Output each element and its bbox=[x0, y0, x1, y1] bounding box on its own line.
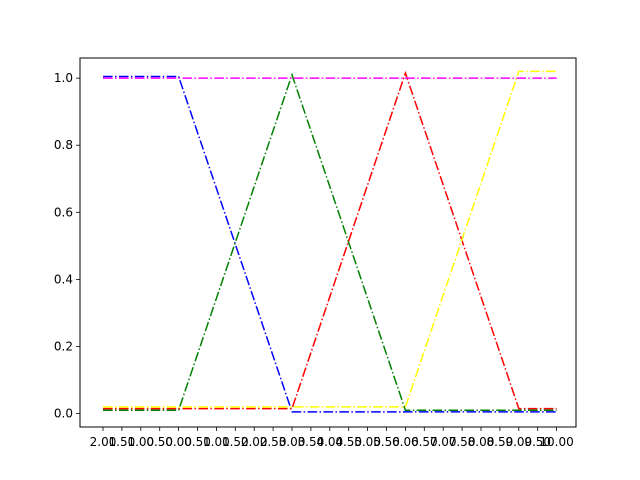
x-tick-label: 3.50 bbox=[298, 435, 325, 449]
series-line-2 bbox=[103, 72, 557, 411]
x-tick-label: 1.50 bbox=[109, 435, 136, 449]
x-tick-label: 8.50 bbox=[487, 435, 514, 449]
x-tick-label: 1.00 bbox=[127, 435, 154, 449]
x-tick-label: 9.50 bbox=[524, 435, 551, 449]
x-tick-label: 2.00 bbox=[241, 435, 268, 449]
y-tick-label: 1.0 bbox=[54, 71, 73, 85]
x-tick-label: 9.00 bbox=[505, 435, 532, 449]
plot-frame bbox=[79, 57, 577, 428]
x-tick-label: 2.00 bbox=[90, 435, 117, 449]
x-tick-label: 5.00 bbox=[354, 435, 381, 449]
y-tick-label: 0.0 bbox=[54, 407, 73, 421]
x-tick-label: 1.00 bbox=[203, 435, 230, 449]
x-tick-label: 6.50 bbox=[411, 435, 438, 449]
x-tick-label: 7.50 bbox=[449, 435, 476, 449]
x-tick-label: 0.50 bbox=[146, 435, 173, 449]
x-axis: 2.001.501.000.500.000.501.001.502.002.50… bbox=[90, 427, 574, 449]
x-tick-label: 6.00 bbox=[392, 435, 419, 449]
x-tick-label: 0.50 bbox=[184, 435, 211, 449]
x-tick-label: 10.00 bbox=[539, 435, 573, 449]
x-tick-label: 4.50 bbox=[335, 435, 362, 449]
y-tick-label: 0.8 bbox=[54, 138, 73, 152]
y-tick-label: 0.4 bbox=[54, 272, 73, 286]
x-tick-label: 4.00 bbox=[316, 435, 343, 449]
series-line-4 bbox=[103, 70, 557, 408]
y-axis: 0.0 0.2 0.4 0.6 0.8 1.0 bbox=[54, 71, 80, 421]
x-tick-label: 3.00 bbox=[279, 435, 306, 449]
x-tick-label: 1.50 bbox=[222, 435, 249, 449]
x-tick-label: 7.00 bbox=[430, 435, 457, 449]
series-layer bbox=[103, 70, 557, 413]
series-line-3 bbox=[103, 70, 557, 410]
x-tick-label: 8.00 bbox=[468, 435, 495, 449]
series-line-1 bbox=[103, 75, 557, 413]
x-tick-label: 2.50 bbox=[260, 435, 287, 449]
y-tick-label: 0.6 bbox=[54, 205, 73, 219]
y-tick-label: 0.2 bbox=[54, 339, 73, 353]
x-tick-label: 0.00 bbox=[165, 435, 192, 449]
x-tick-label: 5.50 bbox=[373, 435, 400, 449]
